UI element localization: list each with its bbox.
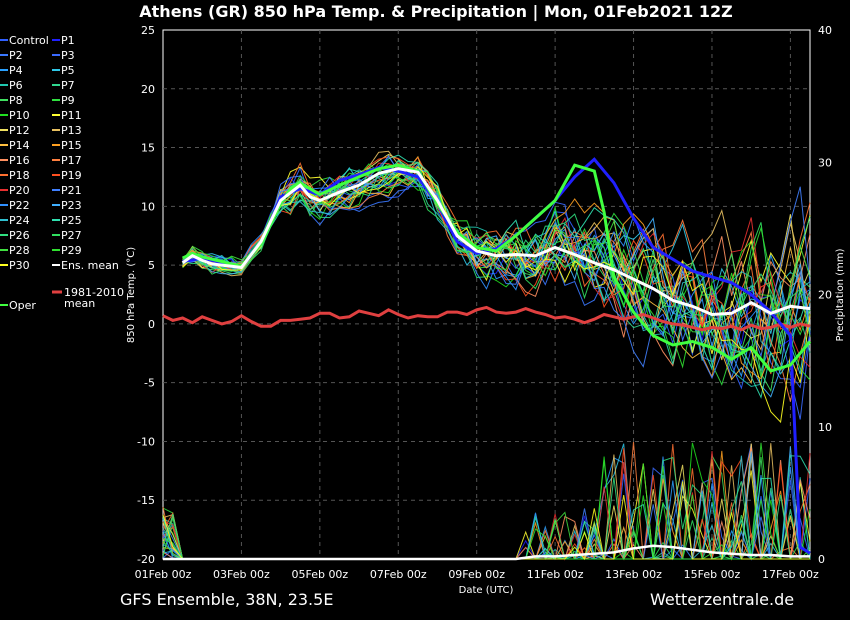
y-tick-label: 10	[141, 200, 155, 213]
legend-label: P25	[61, 214, 82, 227]
y-tick-label: 20	[141, 83, 155, 96]
legend-label: P27	[61, 229, 82, 242]
legend-label: P2	[9, 49, 23, 62]
y-tick-label: 5	[148, 259, 155, 272]
legend-label: Ens. mean	[61, 259, 119, 272]
footer-source: Wetterzentrale.de	[650, 590, 794, 609]
legend-label: P23	[61, 199, 82, 212]
y2-axis-ticks: 0 10 20 30 40	[818, 24, 832, 566]
y-tick-label: -20	[137, 553, 155, 566]
legend-label: P4	[9, 64, 23, 77]
x-tick-label: 01Feb 00z	[135, 568, 192, 581]
y-tick-label: 15	[141, 142, 155, 155]
x-tick-label: 17Feb 00z	[762, 568, 819, 581]
y2-tick-label: 40	[818, 24, 832, 37]
x-axis-ticks: 01Feb 00z 03Feb 00z 05Feb 00z 07Feb 00z 09Fe…	[135, 568, 819, 581]
legend-label: P14	[9, 139, 30, 152]
legend-label: P13	[61, 124, 82, 137]
x-tick-label: 15Feb 00z	[684, 568, 741, 581]
legend-label: P9	[61, 94, 75, 107]
x-tick-label: 07Feb 00z	[370, 568, 427, 581]
legend-label: P10	[9, 109, 30, 122]
legend-label: P15	[61, 139, 82, 152]
legend-label: P1	[61, 34, 75, 47]
series-lines	[162, 157, 812, 561]
y-axis-label: 850 hPa Temp. (°C)	[126, 247, 137, 343]
ensemble-member-line	[182, 155, 811, 380]
legend-label: 1981-2010 mean	[64, 286, 124, 310]
legend-label: P18	[9, 169, 30, 182]
y2-tick-label: 30	[818, 156, 832, 169]
x-tick-label: 13Feb 00z	[605, 568, 662, 581]
legend-label: Oper	[9, 299, 36, 312]
x-axis-label: Date (UTC)	[459, 585, 514, 596]
ensemble-member-line	[182, 163, 811, 381]
y-tick-label: -5	[144, 377, 155, 390]
ensemble-member-line	[182, 164, 811, 393]
legend-label: P12	[9, 124, 30, 137]
x-tick-label: 05Feb 00z	[291, 568, 348, 581]
y2-tick-label: 10	[818, 421, 832, 434]
series-line-ens-mean	[181, 167, 811, 317]
legend-label: P19	[61, 169, 82, 182]
legend-label: P8	[9, 94, 23, 107]
footer-model-info: GFS Ensemble, 38N, 23.5E	[120, 590, 333, 609]
precip-mean-line	[163, 544, 810, 561]
y2-axis-label: Precipitation (mm)	[835, 248, 846, 341]
legend-label: P29	[61, 244, 82, 257]
y-tick-label: -15	[137, 494, 155, 507]
legend: Control P1 P2 P3 P4 P5 P6 P7 P8 P9 P10 P11 P12 P13 P14…	[0, 34, 124, 312]
y-tick-label: 25	[141, 24, 155, 37]
legend-label: P16	[9, 154, 30, 167]
legend-label: P17	[61, 154, 82, 167]
y-axis-ticks: -20 -15 -10 -5 0 5 10 15 20 25	[137, 24, 155, 566]
legend-label: P30	[9, 259, 30, 272]
legend-label: P22	[9, 199, 30, 212]
legend-label: P24	[9, 214, 30, 227]
legend-label: P20	[9, 184, 30, 197]
legend-label: P21	[61, 184, 82, 197]
legend-label: P3	[61, 49, 75, 62]
legend-label: P6	[9, 79, 23, 92]
legend-label: P26	[9, 229, 30, 242]
legend-label: Control	[9, 34, 49, 47]
legend-label: P28	[9, 244, 30, 257]
ensemble-member-line	[182, 163, 811, 366]
x-tick-label: 03Feb 00z	[213, 568, 270, 581]
y-tick-label: -10	[137, 435, 155, 448]
chart-title: Athens (GR) 850 hPa Temp. & Precipitatio…	[139, 2, 732, 22]
y2-tick-label: 20	[818, 289, 832, 302]
y-tick-label: 0	[148, 318, 155, 331]
series-line-1981-2010-mean	[162, 305, 811, 332]
legend-label: P11	[61, 109, 82, 122]
legend-label: P5	[61, 64, 75, 77]
legend-label: P7	[61, 79, 75, 92]
x-tick-label: 09Feb 00z	[448, 568, 505, 581]
y2-tick-label: 0	[818, 553, 825, 566]
grid-lines	[163, 30, 810, 559]
x-tick-label: 11Feb 00z	[527, 568, 584, 581]
